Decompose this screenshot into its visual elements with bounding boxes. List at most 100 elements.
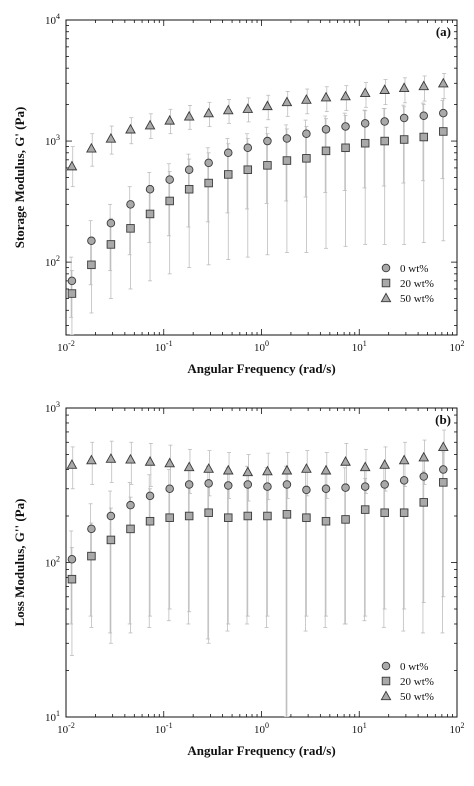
x-tick-label: 101: [352, 339, 367, 354]
data-point: [66, 160, 78, 171]
data-point: [263, 482, 272, 491]
data-point: [222, 104, 234, 115]
data-point: [224, 481, 233, 490]
data-point: [320, 91, 332, 102]
data-point: [165, 484, 174, 494]
data-point: [379, 459, 391, 469]
data-point: [106, 535, 116, 545]
data-point: [282, 134, 292, 143]
series-errorbars-1: [69, 448, 445, 717]
data-point: [125, 453, 136, 464]
data-point: [341, 483, 350, 492]
data-point: [419, 472, 429, 481]
y-tick-label: 102: [45, 555, 60, 570]
plot-frame: [65, 19, 458, 336]
legend-marker: [380, 690, 392, 701]
legend-marker: [381, 661, 391, 671]
data-point: [87, 236, 96, 246]
data-point: [360, 505, 370, 514]
data-point: [184, 165, 194, 174]
data-point: [222, 464, 234, 475]
data-point: [341, 122, 350, 131]
data-point: [360, 119, 370, 128]
y-tick-label: 103: [45, 400, 60, 415]
data-point: [399, 508, 409, 517]
data-point: [224, 148, 233, 158]
data-point: [418, 80, 430, 91]
data-point: [66, 459, 78, 469]
data-point: [282, 510, 292, 519]
data-point: [399, 476, 409, 485]
data-point: [359, 461, 371, 472]
data-point: [439, 127, 448, 136]
data-point: [398, 82, 410, 93]
x-tick-label: 102: [450, 339, 465, 354]
y-tick-label: 102: [45, 254, 60, 269]
data-point: [263, 161, 272, 170]
x-tick-label: 10-1: [155, 721, 173, 736]
data-point: [282, 480, 292, 489]
data-point: [243, 480, 253, 489]
series-points-3: [66, 441, 449, 477]
data-point: [282, 156, 292, 165]
data-point: [184, 184, 194, 194]
data-point: [340, 456, 351, 466]
data-point: [419, 111, 429, 120]
data-point: [126, 500, 135, 510]
y-tick-label: 101: [45, 709, 60, 724]
data-point: [262, 465, 273, 476]
data-point: [320, 464, 332, 475]
series-errorbars-2: [69, 98, 446, 335]
data-point: [145, 491, 155, 501]
data-point: [321, 516, 331, 526]
data-point: [437, 77, 449, 88]
data-point: [125, 123, 136, 134]
data-point: [399, 113, 409, 123]
data-point: [439, 478, 448, 487]
data-point: [242, 103, 254, 113]
data-point: [145, 516, 155, 526]
data-point: [263, 511, 272, 521]
series-errorbars-3: [70, 429, 447, 502]
data-point: [184, 480, 194, 489]
x-tick-label: 102: [450, 721, 465, 736]
data-point: [439, 108, 448, 118]
data-point: [184, 511, 194, 521]
data-point: [262, 100, 273, 111]
data-point: [203, 107, 215, 118]
data-point: [419, 132, 429, 142]
data-point: [67, 289, 77, 298]
data-point: [243, 511, 253, 521]
data-point: [341, 515, 350, 524]
data-point: [419, 498, 429, 507]
data-point: [340, 90, 351, 101]
data-point: [183, 461, 195, 472]
chart-panel-1: 10-2 10-1 100 101 102 102 103 104 Angular Freque…: [12, 12, 465, 376]
data-point: [418, 451, 430, 462]
data-point: [86, 454, 97, 465]
data-point: [321, 484, 331, 494]
data-point: [204, 479, 213, 488]
data-point: [301, 94, 312, 104]
data-point: [302, 154, 311, 163]
x-tick-label: 10-1: [155, 339, 173, 354]
data-point: [281, 96, 293, 107]
data-point: [126, 524, 135, 534]
data-point: [321, 146, 331, 156]
data-point: [165, 196, 174, 206]
data-point: [67, 574, 77, 584]
data-point: [224, 513, 233, 522]
x-tick-label: 100: [254, 721, 269, 736]
legend: 0 wt% 20 wt% 50 wt%: [380, 263, 434, 305]
chart-panel-2: 10-2 10-1 100 101 102 101 102 103 Angular Freque…: [12, 400, 465, 758]
data-point: [183, 110, 195, 121]
data-point: [203, 463, 215, 473]
series-points-2: [67, 127, 448, 298]
data-point: [105, 453, 117, 463]
data-point: [399, 135, 409, 144]
data-point: [164, 114, 176, 125]
data-point: [439, 465, 448, 474]
data-point: [106, 218, 116, 228]
data-point: [204, 178, 213, 188]
data-point: [145, 209, 155, 219]
